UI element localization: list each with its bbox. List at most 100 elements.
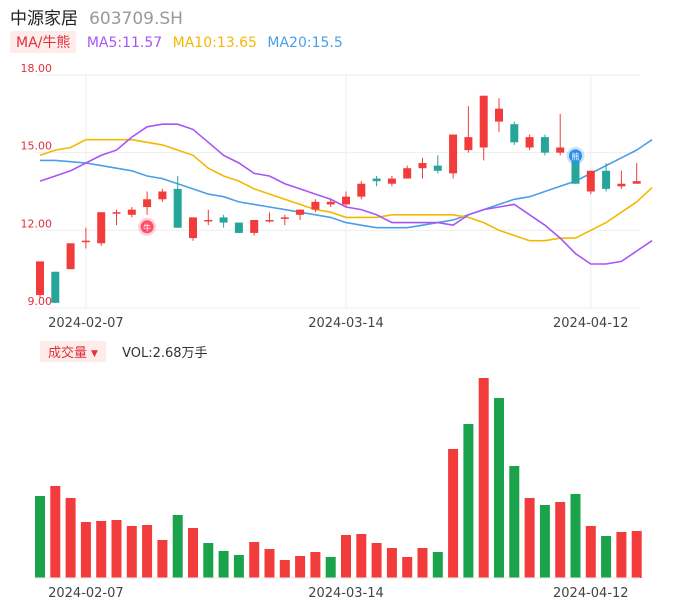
volume-bar	[448, 449, 459, 578]
candle	[510, 121, 519, 145]
volume-bar	[80, 522, 91, 578]
ma-indicator-toggle[interactable]: MA/牛熊	[10, 31, 77, 53]
candle	[296, 209, 305, 220]
x-tick-label: 2024-03-14	[308, 316, 384, 331]
candle	[387, 175, 396, 187]
volume-bar	[310, 552, 321, 578]
volume-bar	[601, 536, 612, 578]
candle-body	[311, 201, 320, 210]
candle	[464, 106, 473, 153]
volume-bar	[494, 398, 504, 578]
volume-bar	[50, 486, 61, 578]
marker-label: 牛	[143, 222, 151, 232]
candle-body	[556, 147, 565, 153]
ma5-label: MA5:11.57	[86, 35, 163, 51]
candle-body	[479, 95, 488, 148]
x-tick-label: 2024-04-12	[553, 316, 629, 331]
candle	[234, 222, 243, 233]
volume-bar	[126, 526, 137, 578]
volume-bar	[524, 498, 535, 578]
candle-body	[173, 188, 182, 228]
volume-bar	[402, 557, 413, 578]
marker-badge	[569, 149, 582, 163]
candle-body	[127, 209, 136, 215]
candle	[525, 134, 534, 151]
candle	[479, 95, 488, 161]
candle	[403, 165, 412, 179]
candle	[357, 181, 366, 200]
candle	[280, 214, 289, 226]
volume-bar	[203, 543, 214, 578]
volume-bar	[111, 520, 122, 578]
candle-body	[66, 243, 75, 270]
candle	[326, 199, 335, 208]
candle-body	[387, 178, 396, 184]
candle	[265, 212, 274, 223]
volume-toggle-label: 成交量	[48, 346, 88, 361]
volume-bar	[218, 551, 229, 578]
ma10-label: MA10:13.65	[172, 35, 257, 51]
candle-body	[81, 240, 90, 243]
ma20-label: MA20:15.5	[267, 35, 343, 51]
candle-body	[403, 168, 412, 179]
volume-bar	[417, 548, 428, 578]
volume-bar	[341, 535, 351, 578]
ma20-line	[40, 139, 653, 229]
candle	[143, 191, 152, 215]
volume-legend: 成交量 ▼ VOL:2.68万手	[40, 341, 208, 362]
candle-body	[250, 219, 259, 233]
volume-indicator-toggle[interactable]: 成交量 ▼	[40, 341, 106, 362]
candle-body	[372, 178, 381, 182]
candle	[66, 243, 75, 270]
candle-body	[158, 191, 167, 200]
candle	[158, 188, 167, 202]
candle-body	[464, 137, 473, 151]
candle	[173, 175, 182, 228]
candle	[418, 157, 427, 179]
volume-bar	[96, 521, 107, 578]
x-tick-label: 2024-04-12	[553, 586, 629, 601]
candle-body	[617, 183, 626, 187]
candle	[342, 191, 350, 208]
bull-icon: 牛	[138, 217, 157, 236]
volume-bar	[295, 556, 306, 578]
volume-bar	[432, 552, 443, 578]
candle	[97, 212, 106, 246]
caret-down-icon: ▼	[91, 349, 98, 359]
volume-bar	[616, 532, 627, 578]
candle-body	[143, 199, 152, 208]
volume-bar	[249, 542, 260, 578]
candle-body	[219, 217, 228, 223]
stock-name: 中源家居	[10, 9, 78, 29]
volume-bar	[142, 525, 153, 578]
candle-body	[234, 222, 243, 233]
candle-body	[342, 196, 350, 205]
candle-body	[510, 124, 519, 143]
candle-body	[540, 137, 549, 153]
candle	[433, 155, 442, 174]
volume-bar	[35, 496, 45, 578]
y-tick-label: 15.00	[21, 140, 53, 153]
candle-body	[602, 170, 611, 189]
candle-body	[495, 108, 503, 122]
volume-bar	[478, 378, 489, 578]
candle	[250, 219, 259, 236]
volume-bar	[279, 560, 290, 578]
candle-body	[189, 217, 197, 239]
volume-bar	[172, 515, 183, 578]
candle	[449, 134, 458, 179]
volume-bar	[631, 531, 642, 578]
ma10-line	[39, 138, 653, 242]
x-tick-label: 2024-02-07	[48, 316, 124, 331]
candle-body	[326, 201, 335, 205]
candle	[540, 134, 549, 156]
candle-body	[204, 219, 213, 222]
candle	[36, 261, 44, 298]
candle	[495, 98, 503, 132]
bear-icon: 熊	[566, 146, 585, 165]
stock-code: 603709.SH	[89, 9, 183, 29]
candle-body	[112, 212, 121, 214]
x-tick-label: 2024-03-14	[308, 586, 384, 601]
candle	[372, 175, 381, 187]
